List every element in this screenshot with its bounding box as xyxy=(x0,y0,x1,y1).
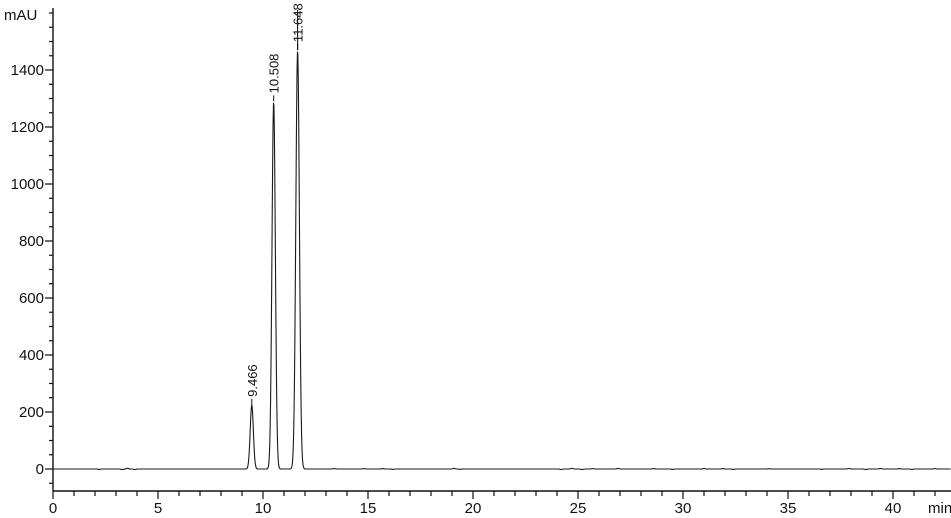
y-tick-label: 1400 xyxy=(11,62,44,79)
x-tick-label: 40 xyxy=(885,500,902,517)
x-axis-unit-label: min xyxy=(928,500,951,517)
y-tick-label: 200 xyxy=(19,404,44,421)
x-tick-label: 5 xyxy=(154,500,162,517)
y-tick-label: 1200 xyxy=(11,119,44,136)
x-tick-label: 35 xyxy=(780,500,797,517)
y-tick-label: 400 xyxy=(19,347,44,364)
chromatogram-trace xyxy=(52,51,951,471)
peak-retention-time-label: 10.508 xyxy=(267,54,282,94)
x-tick-label: 25 xyxy=(570,500,587,517)
y-tick-label: 800 xyxy=(19,233,44,250)
y-tick-label: 0 xyxy=(36,461,44,478)
y-tick-label: 600 xyxy=(19,290,44,307)
x-tick-label: 15 xyxy=(360,500,377,517)
y-tick-label: 1000 xyxy=(11,176,44,193)
y-axis-unit-label: mAU xyxy=(4,7,37,24)
peak-retention-time-label: 9.466 xyxy=(245,364,260,397)
x-tick-label: 30 xyxy=(675,500,692,517)
x-tick-label: 20 xyxy=(465,500,482,517)
x-tick-label: 0 xyxy=(49,500,57,517)
chart-generated-content: 0 200 400 600 800 1000 1200 1400 0 5 10 15 20 25 30 35 4… xyxy=(11,3,951,517)
x-tick-label: 10 xyxy=(255,500,272,517)
